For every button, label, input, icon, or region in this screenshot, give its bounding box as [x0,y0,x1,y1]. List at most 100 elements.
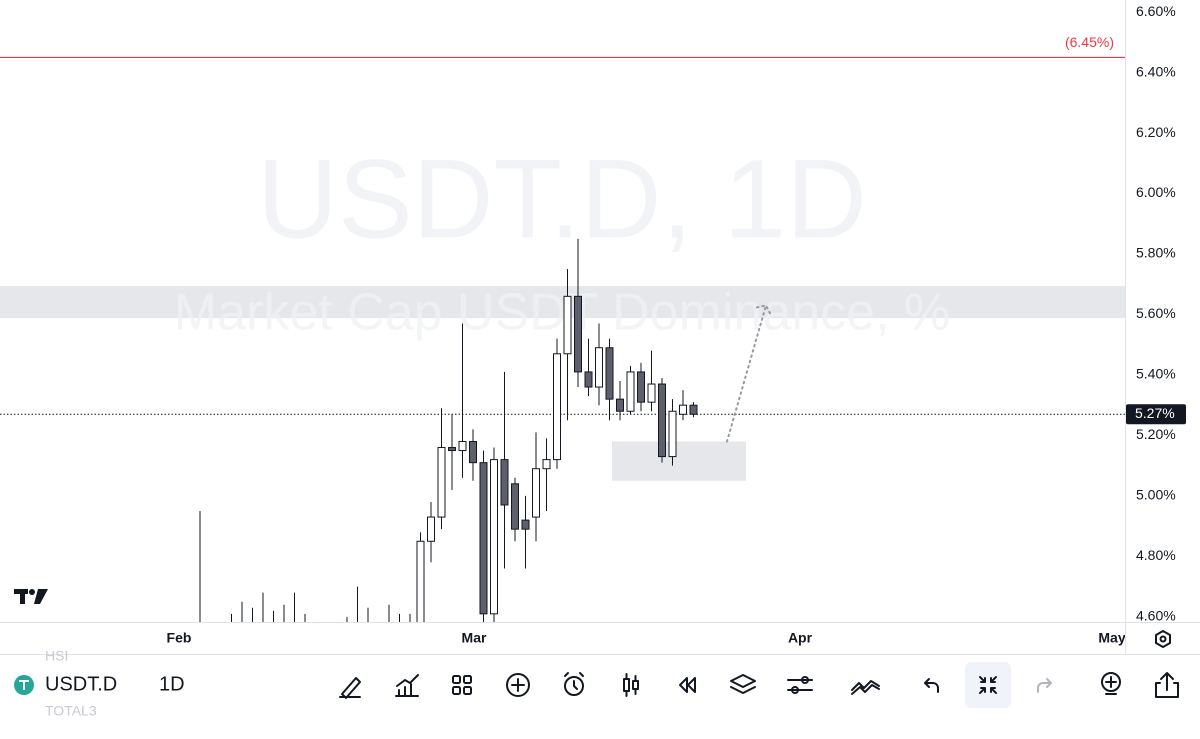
candle-body [354,641,361,647]
candle-body [469,440,477,464]
x-tick-label: Feb [167,630,192,646]
candle-body [490,459,498,615]
settings-icon[interactable] [1155,630,1171,648]
last-price-label: 5.27% [1135,405,1175,421]
redo[interactable] [1037,678,1053,693]
candle-body [637,371,645,403]
plot-area: USDT.D, 1D Market Cap USDT Dominance, % (6… [0,34,1125,647]
fullscreen[interactable] [979,676,997,694]
candle-body [396,641,403,647]
next-symbol[interactable]: TOTAL3 [45,703,97,719]
candle-body [689,404,698,415]
y-tick-label: 5.20% [1136,426,1176,442]
candle-body [658,383,666,458]
tv-logo [14,589,48,604]
candle-body [427,516,435,542]
alert[interactable] [564,672,584,696]
candle-body [595,347,603,388]
ideas[interactable] [1101,672,1121,695]
candle-body [511,483,519,530]
share[interactable] [1155,672,1179,698]
layers[interactable] [730,674,756,694]
settings[interactable] [787,676,813,694]
time-axis: Feb Mar Apr May [167,630,1125,646]
candle-body [333,641,340,647]
candle-body [668,410,677,458]
templates[interactable] [452,675,472,695]
candle-body [679,404,687,415]
candle-body [218,641,225,647]
y-tick-label: 5.80% [1136,245,1176,261]
candle-body [500,459,509,506]
chart-type[interactable] [623,673,639,697]
candle-body [479,462,488,615]
draw-tool[interactable] [339,677,361,699]
candle-body [616,398,624,412]
candle-body [605,347,614,400]
candle-body [249,641,256,647]
candle-body [386,641,393,647]
candle-body [302,641,309,647]
candle-body [542,459,551,470]
candle-body [458,440,467,452]
interval[interactable]: 1D [159,673,185,695]
y-tick-label: 5.60% [1136,305,1176,321]
y-tick-label: 5.00% [1136,487,1176,503]
candle-body [521,519,530,530]
last-price-tag [1126,404,1186,425]
candle-body [291,641,298,647]
symbol[interactable]: USDT.D [45,673,117,695]
y-tick-label: 6.00% [1136,184,1176,200]
candle-body [574,295,582,373]
candle-body [281,641,288,647]
undo[interactable] [924,678,939,693]
candle-body [437,447,446,518]
candle-body [448,447,456,452]
candle-body [323,641,330,647]
resistance-zone [0,286,1125,319]
replay[interactable] [679,677,696,693]
indicators[interactable] [395,674,419,697]
x-tick-label: May [1098,630,1125,646]
candle-body [228,641,235,647]
x-tick-label: Apr [788,630,813,646]
candle-body [647,383,656,403]
candle-body [344,641,351,647]
candle-body [207,641,214,647]
candle-body [563,295,572,355]
candle-body [375,641,382,647]
prev-symbol[interactable]: HSI [45,648,68,664]
symbol-icon-glyph [19,680,29,690]
candle-body [584,371,593,388]
x-tick-label: Mar [462,630,487,646]
candle-body [260,641,267,647]
candle-body [532,468,540,518]
candle-body [365,641,372,647]
candle-body [312,641,319,647]
add[interactable] [506,673,530,697]
watermark-description: Market Cap USDT Dominance, % [174,284,950,342]
fullscreen-bg [965,662,1011,708]
candle-body [407,641,414,647]
compare[interactable] [851,680,880,695]
watermark-symbol: USDT.D, 1D [257,137,867,262]
level-line-label: (6.45%) [1065,34,1114,50]
candle-body [270,641,277,647]
candle-body [239,641,246,647]
y-tick-label: 6.40% [1136,63,1176,79]
demand-zone [612,441,746,481]
candle-body [553,353,561,461]
candle-body [626,371,635,412]
candle-body [197,641,204,647]
y-tick-label: 6.60% [1136,3,1176,19]
y-tick-label: 6.20% [1136,124,1176,140]
projection-path [726,304,767,443]
symbol-bar: HSI TOTAL3 USDT.D 1D [14,648,185,719]
y-tick-label: 5.40% [1136,366,1176,382]
candle-body [416,540,425,622]
y-tick-label: 4.60% [1136,608,1176,624]
y-tick-label: 4.80% [1136,547,1176,563]
toolbar [339,662,1179,708]
